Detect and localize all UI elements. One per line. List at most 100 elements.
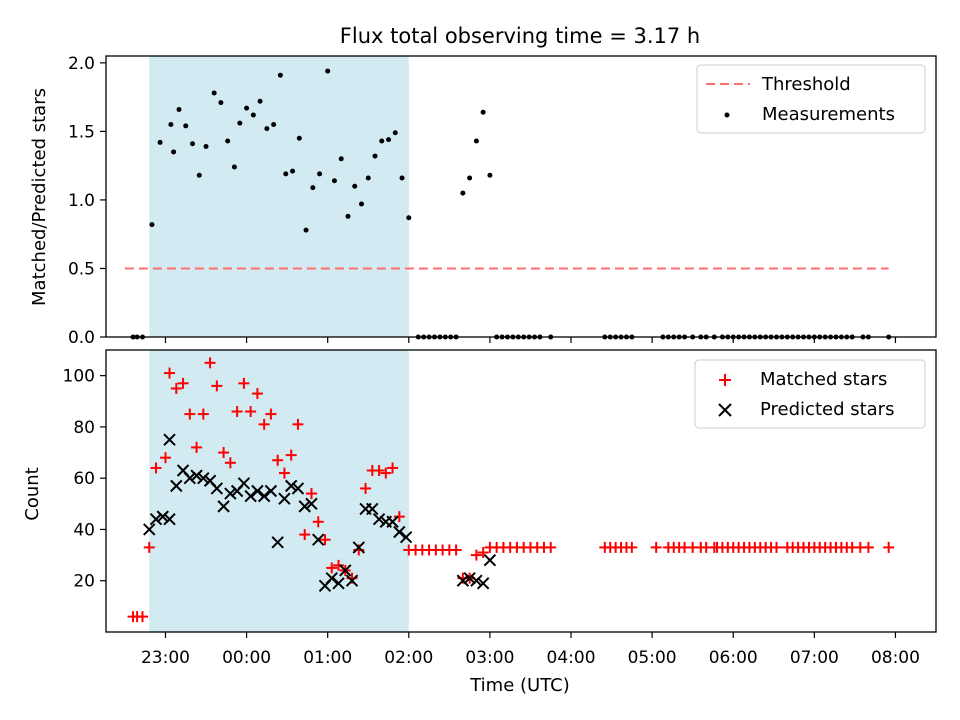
measurement-point: [365, 175, 371, 181]
predicted-point: [339, 564, 352, 577]
measurement-point: [271, 122, 277, 128]
measurement-point: [296, 135, 302, 141]
top-legend-box: [696, 64, 926, 134]
measurement-point: [250, 112, 256, 118]
matched-point: [150, 462, 162, 474]
measurement-point: [157, 139, 163, 145]
predicted-point: [251, 484, 264, 498]
top-axes-frame: [105, 55, 937, 338]
top-shaded-region: [149, 56, 409, 337]
predicted-point: [345, 574, 359, 587]
predicted-point: [284, 479, 298, 493]
predicted-point: [386, 515, 399, 528]
y-tick-label: 1.5: [68, 122, 95, 142]
matched-point: [159, 452, 171, 464]
matched-point: [326, 562, 338, 574]
measurement-point: [467, 175, 473, 181]
x-tick-label: 05:00: [628, 648, 677, 668]
matched-point: [265, 408, 277, 420]
predicted-point: [210, 482, 224, 495]
predicted-point: [470, 574, 483, 587]
bottom-y-axis-label: Count: [22, 467, 43, 520]
measurement-point: [352, 183, 358, 189]
measurement-point: [168, 122, 174, 128]
matched-point: [245, 406, 257, 418]
matched-point: [333, 559, 345, 571]
legend-predicted-swatch: [718, 403, 732, 417]
measurement-point: [325, 68, 331, 74]
y-tick-label: 0.0: [68, 328, 95, 348]
predicted-point: [183, 471, 197, 485]
predicted-point: [190, 469, 203, 482]
x-tick-label: 03:00: [465, 648, 514, 668]
predicted-point: [332, 577, 345, 590]
matched-point: [251, 388, 263, 400]
legend-matched-label: Matched stars: [760, 369, 887, 390]
predicted-point: [156, 510, 169, 523]
measurement-point: [317, 171, 323, 177]
y-tick-label: 100: [63, 367, 95, 387]
bottom-x-ticks: 23:00 00:00 01:00 02:00 03:00 04:00 05:00 06:00…: [141, 632, 920, 668]
predicted-point: [244, 489, 257, 503]
top-x-ticks: [164, 337, 897, 343]
matched-point: [883, 541, 895, 553]
x-axis-label: Time (UTC): [469, 675, 570, 696]
top-panel: 0.00.51.01.52.0 Matched/Predicted stars …: [29, 54, 937, 348]
matched-point: [373, 464, 385, 476]
measurement-point: [345, 213, 351, 219]
measurement-point: [392, 130, 398, 136]
measurement-point: [406, 215, 412, 221]
top-y-axis-label: Matched/Predicted stars: [29, 88, 50, 306]
matched-point: [299, 529, 311, 541]
legend-measurements-label: Measurements: [762, 104, 895, 125]
predicted-point: [463, 571, 476, 585]
measurement-point: [379, 138, 385, 144]
predicted-point: [163, 512, 176, 526]
measurement-point: [277, 72, 283, 78]
bottom-y-ticks: 20 40 60 80 100: [63, 367, 106, 592]
measurement-point: [338, 156, 344, 162]
matched-point: [218, 447, 230, 459]
matched-point: [224, 457, 236, 469]
x-tick-label: 01:00: [303, 648, 352, 668]
matched-point: [650, 541, 662, 553]
predicted-point: [393, 525, 406, 539]
predicted-point: [456, 574, 470, 587]
measurement-point: [290, 168, 296, 174]
predicted-point: [325, 571, 338, 585]
predicted-point: [476, 577, 490, 590]
predicted-point: [278, 492, 291, 505]
y-tick-label: 1.0: [68, 191, 95, 211]
matched-point: [136, 611, 148, 623]
measurement-point: [303, 227, 309, 233]
y-tick-label: 60: [73, 469, 95, 489]
matched-point: [450, 544, 462, 556]
y-tick-label: 40: [73, 520, 95, 540]
measurement-point: [203, 143, 209, 149]
measurement-point: [487, 172, 493, 178]
measurement-point: [171, 149, 177, 155]
top-marks: [124, 68, 892, 340]
predicted-point: [217, 500, 230, 513]
y-tick-label: 0.5: [68, 259, 95, 279]
matched-point: [191, 441, 203, 453]
predicted-point: [372, 512, 386, 526]
x-tick-label: 07:00: [790, 648, 839, 668]
matched-point: [470, 549, 482, 561]
x-tick-label: 02:00: [384, 648, 433, 668]
bottom-legend-box: [694, 359, 926, 429]
matched-point: [278, 467, 290, 479]
measurement-point: [399, 175, 405, 181]
y-tick-label: 20: [73, 572, 95, 592]
predicted-point: [170, 479, 183, 493]
measurement-point: [331, 178, 337, 184]
matched-point: [292, 418, 304, 430]
legend-matched-swatch: [719, 374, 731, 386]
matched-point: [312, 516, 324, 528]
measurement-point: [386, 137, 392, 143]
y-tick-label: 2.0: [68, 54, 95, 74]
measurement-point: [196, 172, 202, 178]
legend-threshold-label: Threshold: [761, 74, 851, 95]
measurement-point: [283, 171, 289, 177]
